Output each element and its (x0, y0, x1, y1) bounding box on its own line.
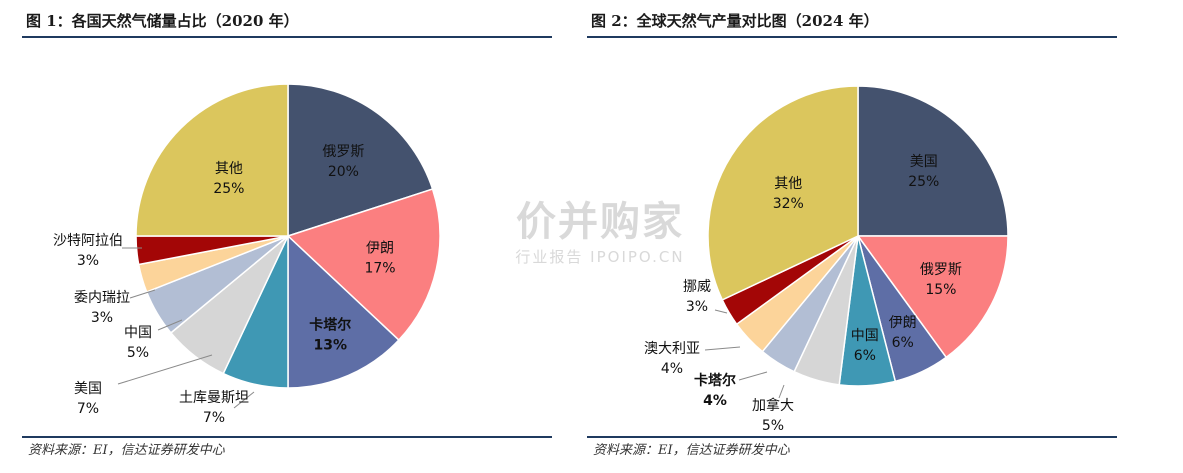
slice-label-value: 17% (364, 261, 395, 277)
slice-label-value: 3% (91, 310, 113, 326)
leader-line (233, 391, 255, 409)
leader-line (778, 384, 785, 399)
slice-label-name: 挪威 (683, 279, 711, 295)
slice-label-value: 5% (127, 345, 149, 361)
slice-label-value: 15% (925, 282, 956, 298)
source-rule (587, 436, 1117, 438)
slice-label-value: 20% (328, 164, 359, 180)
slice-label-value: 3% (77, 253, 99, 269)
leader-line (117, 354, 213, 385)
pie-slice-1 (286, 188, 441, 342)
slice-label-name: 中国 (124, 325, 152, 341)
leader-line (157, 319, 183, 331)
pie-slice-8 (707, 85, 859, 301)
chart-title: 图 2：全球天然气产量对比图（2024 年） (591, 12, 879, 30)
slice-label-value: 25% (908, 174, 939, 190)
slice-label-name: 中国 (851, 328, 879, 344)
slice-label-value: 6% (854, 348, 876, 364)
source-rule (22, 436, 552, 438)
source-note: 资料来源：EI，信达证券研发中心 (28, 443, 225, 458)
slice-label-name: 卡塔尔 (309, 317, 351, 334)
slice-label-value: 13% (314, 338, 348, 354)
pie-chart-reserves: 俄罗斯 20% 伊朗 17% 卡塔尔 13% 土库曼斯坦 7% 美国 7% 中国 5% 委内瑞拉 3% 沙特… (53, 83, 441, 426)
chart-title: 图 1：各国天然气储量占比（2020 年） (26, 12, 299, 30)
slice-label-name: 美国 (910, 154, 938, 170)
slice-label-name: 俄罗斯 (920, 262, 962, 278)
slice-label-name: 沙特阿拉伯 (53, 233, 123, 249)
pie-slice-1 (856, 235, 1009, 359)
leader-line (704, 346, 741, 351)
slice-label-value: 3% (686, 299, 708, 315)
title-rule (587, 36, 1117, 38)
slice-label-name: 其他 (215, 161, 243, 177)
pie-slice-0 (287, 83, 434, 238)
pie-slice-8 (135, 83, 289, 237)
slice-label-value: 5% (762, 418, 784, 434)
leader-line (738, 371, 768, 381)
slice-label-value: 32% (773, 196, 804, 212)
slice-label-value: 25% (213, 181, 244, 197)
leader-line (714, 309, 728, 314)
slice-label-value: 7% (203, 410, 225, 426)
slice-label-name: 其他 (774, 176, 802, 192)
pie-slice-2 (287, 234, 400, 389)
source-note: 资料来源：EI，信达证券研发中心 (593, 443, 790, 458)
slice-label-name: 伊朗 (366, 241, 394, 257)
slice-label-name: 美国 (74, 381, 102, 397)
slice-label-name: 土库曼斯坦 (179, 390, 249, 406)
slice-label-name: 委内瑞拉 (74, 290, 130, 306)
chart-panel-production: 图 2：全球天然气产量对比图（2024 年） 美国 25% 俄罗斯 15% 伊朗 6% 中国… (587, 0, 1127, 473)
slice-label-name: 伊朗 (889, 315, 917, 331)
slice-label-name: 澳大利亚 (644, 341, 700, 357)
pie-chart-production: 美国 25% 俄罗斯 15% 伊朗 6% 中国 6% 加拿大 5% 卡塔尔 4% 澳大利亚 4% 挪威 3% 其… (644, 85, 1009, 434)
leader-line (129, 289, 156, 299)
slice-label-value: 4% (661, 361, 683, 377)
slice-label-name: 加拿大 (752, 397, 794, 414)
title-rule (22, 36, 552, 38)
chart-panel-reserves: 图 1：各国天然气储量占比（2020 年） 俄罗斯 20% 伊朗 17% 卡塔尔 13% 土… (22, 0, 562, 473)
slice-label-name: 俄罗斯 (322, 144, 364, 160)
slice-label-value: 6% (892, 335, 914, 351)
slice-label-value: 7% (77, 401, 99, 417)
pie-slice-0 (857, 85, 1009, 237)
slice-label-value: 4% (703, 393, 727, 409)
slice-label-name: 卡塔尔 (694, 372, 736, 389)
